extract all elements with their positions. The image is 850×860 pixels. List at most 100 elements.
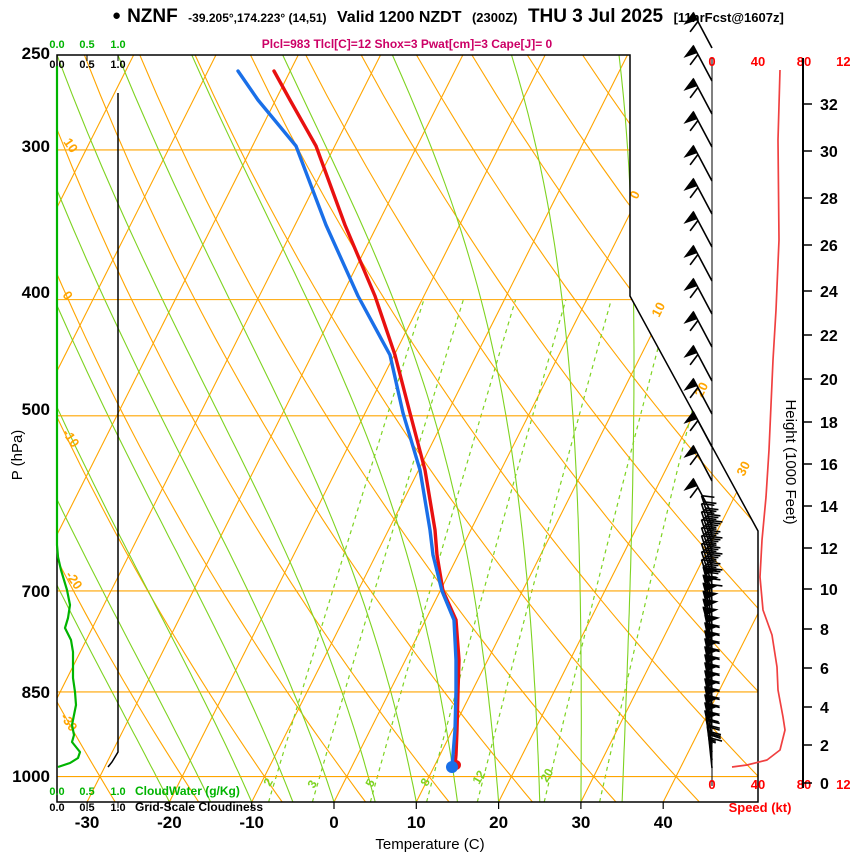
barb-full	[705, 563, 719, 567]
temp-tick-label: 20	[489, 813, 508, 832]
temp-tick-label: 0	[329, 813, 338, 832]
height-tick-label: 16	[820, 457, 838, 474]
barb-half	[708, 738, 717, 743]
zulu-time: (2300Z)	[471, 10, 518, 25]
speed-axis: 0040408080120120Speed (kt)	[708, 54, 850, 815]
barb-full	[689, 320, 699, 332]
temp-tick-label: -10	[239, 813, 264, 832]
barb-full	[701, 558, 715, 563]
wind-barb	[683, 77, 713, 115]
barb-full	[705, 539, 719, 543]
wind-barb	[683, 44, 713, 82]
wind-barb	[683, 144, 713, 182]
barb-flag	[683, 11, 698, 25]
barb-full	[705, 515, 719, 519]
barb-full	[707, 521, 721, 525]
temp-tick-label: 30	[571, 813, 590, 832]
barb-flag	[702, 590, 719, 600]
dry-adiabat-label: 0	[60, 288, 76, 303]
height-tick-label: 24	[820, 284, 838, 301]
barb-flag	[683, 144, 698, 158]
barb-flag	[683, 344, 698, 358]
barb-full	[703, 565, 717, 569]
stability-indices: Plcl=983 Tlcl[C]=12 Shox=3 Pwat[cm]=3 Ca…	[261, 37, 553, 51]
barb-full	[707, 513, 721, 517]
barb-full	[701, 518, 715, 523]
barb-full	[705, 507, 719, 511]
cloudwater-scale-value: 1.0	[110, 786, 125, 798]
barb-full	[689, 387, 699, 399]
barb-full	[689, 120, 699, 132]
barb-flag	[704, 630, 721, 640]
cloudwater-scale-value: 0.0	[49, 786, 64, 798]
dry-adiabat-label: -30	[58, 710, 81, 734]
mixing-ratio-label: 12	[469, 768, 488, 787]
isotherm-label: 0	[626, 188, 643, 201]
barb-full	[703, 509, 717, 513]
barb-full	[707, 529, 721, 533]
wind-speed-curve	[731, 69, 786, 768]
wind-barb	[683, 11, 713, 49]
speed-tick-label: 120	[836, 54, 850, 69]
barb-flag	[702, 574, 719, 584]
barb-full	[705, 523, 719, 527]
barb-full	[701, 526, 715, 531]
height-tick-label: 18	[820, 415, 838, 432]
barb-full	[701, 550, 715, 555]
wind-barb	[683, 277, 713, 315]
barb-full	[707, 537, 721, 541]
temperature-axis: -30 -20 -10 0 10 20 30 40 Temperature (C)	[75, 802, 673, 853]
wind-barb	[683, 410, 713, 448]
barb-full	[708, 730, 722, 736]
barb-flag	[704, 670, 721, 680]
barb-flag	[683, 210, 698, 224]
barb-flag	[683, 310, 698, 324]
wind-barb	[683, 244, 713, 282]
wind-barb	[707, 733, 721, 769]
barb-full	[703, 525, 717, 529]
barb-full	[703, 549, 717, 553]
barb-full	[701, 542, 715, 547]
speed-tick-label: 40	[751, 54, 765, 69]
pressure-tick-label: 400	[22, 283, 50, 302]
height-tick-label: 2	[820, 738, 829, 755]
barb-flag	[683, 244, 698, 258]
station-id: NZNF	[127, 6, 178, 27]
barb-full	[689, 87, 699, 99]
barb-full	[707, 553, 721, 557]
barb-flag	[683, 444, 698, 458]
forecast-hour: [11hrFcst@1607z]	[673, 10, 784, 25]
barb-flag	[683, 177, 698, 191]
height-tick-label: 6	[820, 661, 829, 678]
barb-flag	[702, 582, 719, 592]
barb-full	[709, 736, 723, 742]
barb-full	[703, 501, 717, 505]
wind-barb	[683, 177, 713, 215]
barb-full	[705, 531, 719, 535]
height-tick-label: 0	[820, 776, 829, 793]
barb-full	[689, 54, 699, 66]
height-tick-label: 28	[820, 191, 838, 208]
cloudiness-scale-value: 0.0	[49, 802, 64, 814]
dry-adiabat-label: 10	[61, 135, 82, 155]
barb-flag	[683, 377, 698, 391]
barb-full	[689, 420, 699, 432]
barb-flag	[683, 44, 698, 58]
pressure-tick-label: 250	[22, 44, 50, 63]
speed-tick-label: 120	[836, 777, 850, 792]
temperature-curve	[272, 69, 461, 767]
barb-flag	[704, 662, 721, 672]
dewpoint-surface-dot	[446, 761, 458, 773]
barb-full	[689, 254, 699, 266]
barb-full	[701, 510, 715, 515]
barb-full	[701, 494, 715, 499]
pressure-axis-label: P (hPa)	[9, 430, 26, 481]
pressure-tick-label: 500	[22, 400, 50, 419]
barb-flag	[704, 702, 721, 712]
height-tick-label: 14	[820, 499, 838, 516]
barb-full	[703, 541, 717, 545]
height-tick-label: 10	[820, 582, 838, 599]
height-tick-label: 22	[820, 328, 838, 345]
